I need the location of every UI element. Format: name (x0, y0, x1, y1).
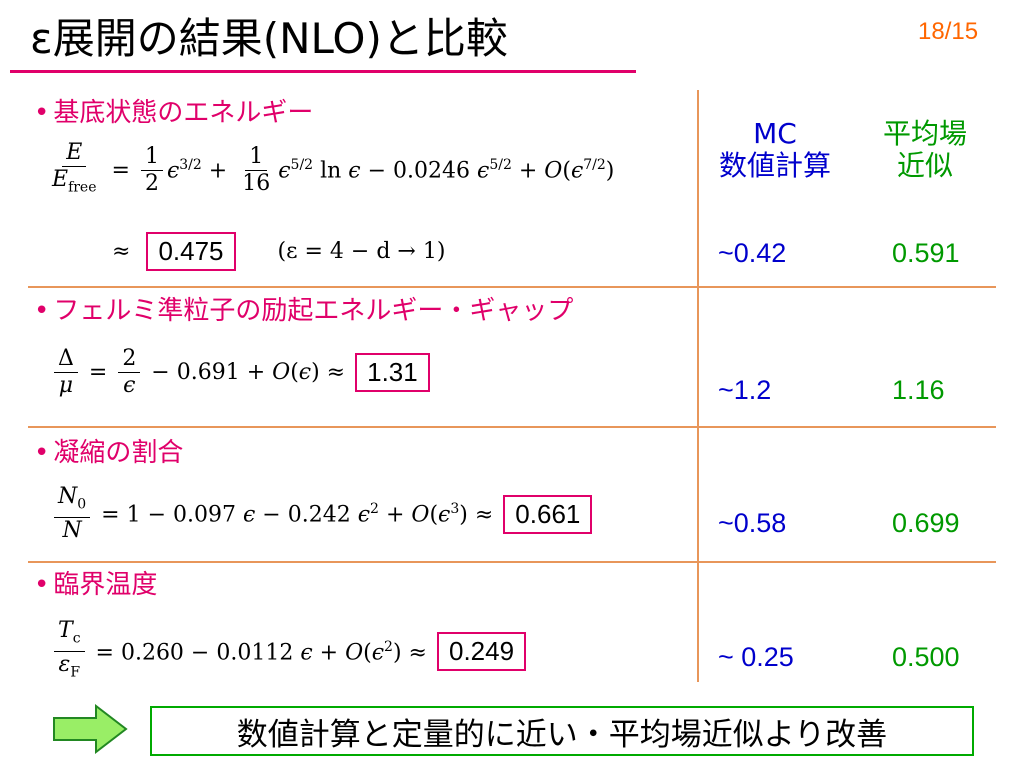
row-divider (28, 426, 996, 428)
epsilon-note: (ε = 4 − d → 1) (277, 239, 446, 264)
conclusion-box: 数値計算と定量的に近い・平均場近似より改善 (150, 706, 974, 756)
formula-condensate: N0 N = 1 − 0.097 ϵ − 0.242 ϵ2 + O(ϵ3) ≈ 0… (50, 484, 593, 544)
mc-value: ~1.2 (718, 375, 772, 405)
mean-field-column-header: 平均場 近似 (882, 117, 967, 182)
title-underline (10, 70, 636, 73)
section-heading-condensate: • 凝縮の割合 (34, 438, 184, 468)
page-number: 18/15 (918, 18, 979, 45)
boxed-value: 0.475 (146, 232, 236, 271)
mean-field-value: 1.16 (892, 375, 945, 405)
mean-field-value: 0.500 (892, 642, 960, 672)
mc-value: ~0.42 (718, 238, 787, 268)
mean-field-value: 0.699 (892, 508, 960, 538)
mc-value: ~ 0.25 (718, 642, 794, 672)
boxed-value: 1.31 (355, 353, 430, 392)
formula-critical-temperature: Tc εF = 0.260 − 0.0112 ϵ + O(ϵ2) ≈ 0.249 (50, 618, 527, 686)
mc-value: ~0.58 (718, 508, 787, 538)
section-heading-ground-state: • 基底状態のエネルギー (34, 98, 314, 128)
boxed-value: 0.249 (436, 632, 527, 672)
row-divider (28, 561, 996, 563)
section-heading-critical-temperature: • 臨界温度 (34, 570, 158, 600)
boxed-value: 0.661 (503, 494, 593, 534)
column-divider (697, 90, 699, 682)
right-arrow-icon (53, 704, 128, 754)
page-title: ε展開の結果(NLO)と比較 (30, 14, 508, 63)
mc-column-header: MC 数値計算 (718, 117, 831, 182)
mean-field-value: 0.591 (892, 238, 960, 268)
section-heading-gap: • フェルミ準粒子の励起エネルギー・ギャップ (34, 296, 574, 326)
row-divider (28, 286, 996, 288)
formula-ground-state-approx: ≈ 0.475 (ε = 4 − d → 1) (112, 232, 445, 271)
